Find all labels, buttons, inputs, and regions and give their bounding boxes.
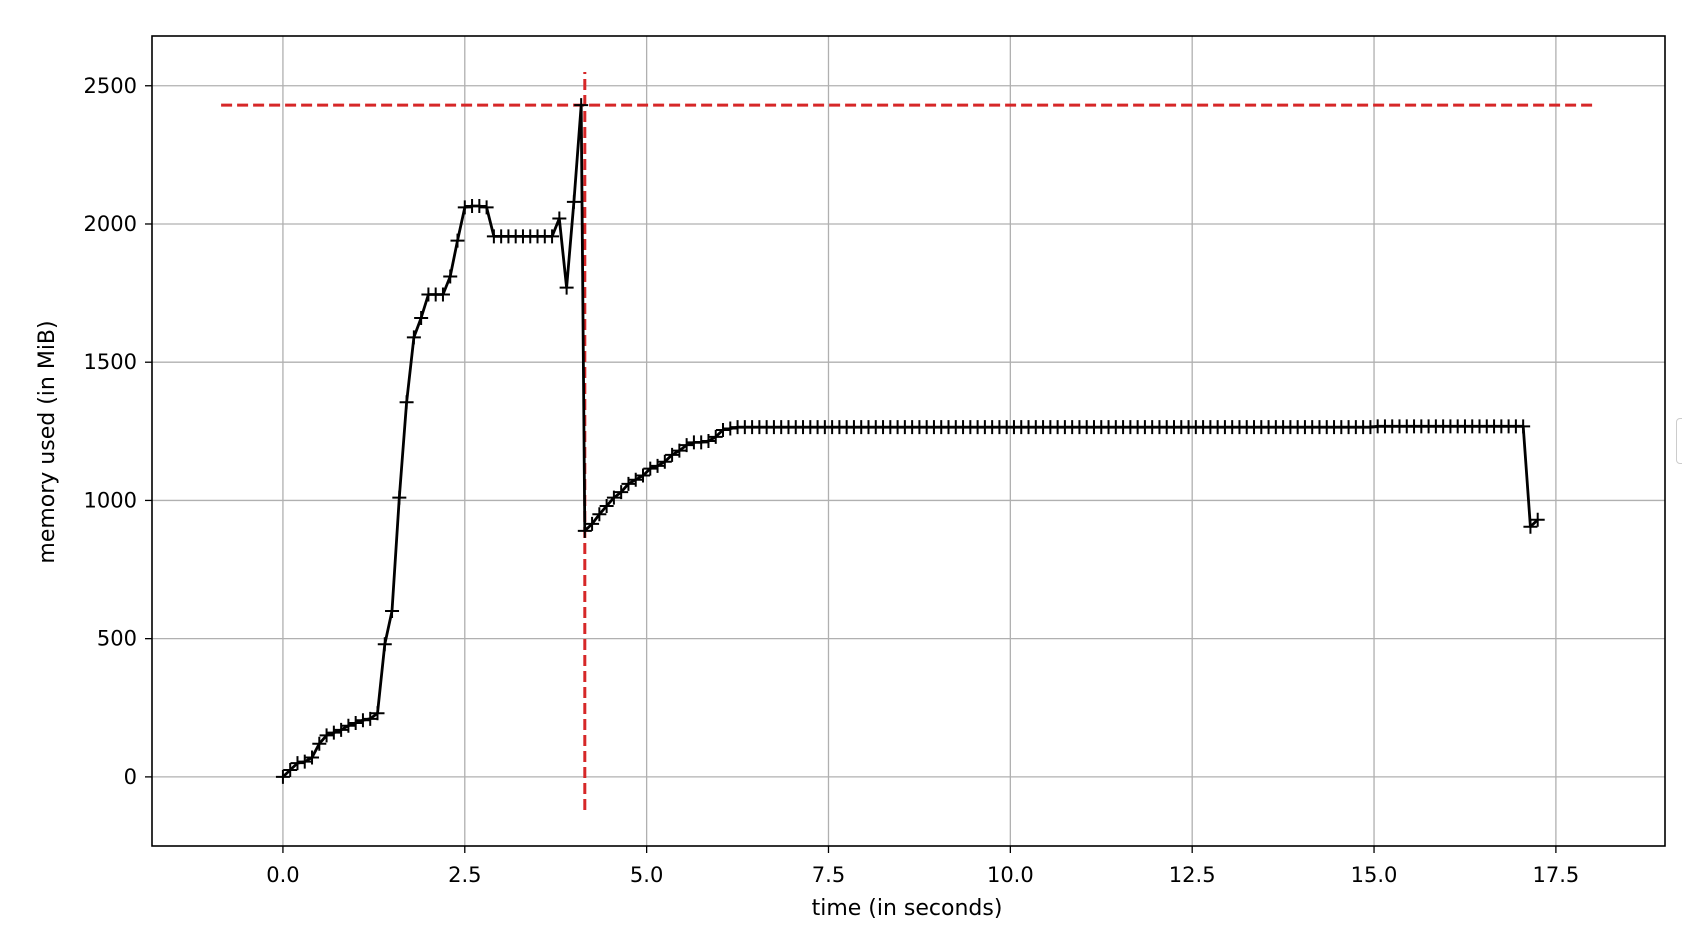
data-point-marker [552, 211, 567, 226]
y-axis-ticks: 0 500 1000 1500 2000 2500 [84, 74, 152, 789]
data-point-marker [723, 421, 738, 436]
data-point-marker [599, 498, 614, 513]
data-point-marker [574, 98, 589, 113]
data-point-marker [559, 280, 574, 295]
y-tick-label: 500 [97, 627, 137, 651]
y-axis-label: memory used (in MiB) [35, 320, 60, 563]
data-point-marker [363, 711, 378, 726]
data-point-marker [585, 516, 600, 531]
y-tick-label: 1000 [84, 488, 137, 512]
data-point-marker [606, 490, 621, 505]
data-point-marker [457, 200, 472, 215]
data-point-marker [479, 200, 494, 215]
data-point-marker [377, 637, 392, 652]
data-point-marker [326, 725, 341, 740]
x-tick-label: 7.5 [812, 863, 845, 887]
data-point-marker [621, 476, 636, 491]
data-point-marker [443, 269, 458, 284]
data-point-marker [472, 199, 487, 214]
data-point-marker [1523, 519, 1538, 534]
y-tick-label: 1500 [84, 350, 137, 374]
data-point-marker [275, 769, 290, 784]
data-point-marker [414, 310, 429, 325]
data-point-marker [577, 523, 592, 538]
data-point-marker [694, 435, 709, 450]
legend-edge [1676, 418, 1682, 464]
data-point-marker [305, 750, 320, 765]
data-point-marker [348, 715, 363, 730]
data-point-marker [628, 472, 643, 487]
data-point-marker [665, 447, 680, 462]
data-point-marker [716, 422, 731, 437]
x-tick-label: 5.0 [630, 863, 663, 887]
y-tick-label: 2500 [84, 74, 137, 98]
data-point-marker [297, 754, 312, 769]
data-point-marker [545, 229, 560, 244]
data-point-marker [399, 395, 414, 410]
data-point-marker [319, 728, 334, 743]
data-point-marker [392, 490, 407, 505]
data-point-marker [370, 706, 385, 721]
data-point-marker [679, 438, 694, 453]
memory-series [275, 98, 1545, 784]
data-point-marker [672, 443, 687, 458]
data-point-marker [650, 458, 665, 473]
data-point-marker [283, 762, 298, 777]
data-point-marker [643, 461, 658, 476]
data-point-marker [614, 485, 629, 500]
data-point-marker [334, 722, 349, 737]
data-point-marker [1516, 419, 1531, 434]
data-point-marker [701, 434, 716, 448]
data-point-marker [312, 736, 327, 751]
y-tick-label: 0 [124, 765, 137, 789]
grid [152, 36, 1665, 846]
x-axis-ticks: 0.0 2.5 5.0 7.5 10.0 12.5 15.0 17.5 [266, 846, 1579, 887]
data-point-marker [435, 287, 450, 302]
x-tick-label: 17.5 [1533, 863, 1580, 887]
data-point-marker [1530, 512, 1545, 527]
data-point-marker [450, 233, 465, 248]
x-tick-label: 10.0 [987, 863, 1034, 887]
data-point-marker [355, 713, 370, 728]
x-axis-label: time (in seconds) [812, 896, 1003, 921]
x-tick-label: 15.0 [1351, 863, 1398, 887]
data-point-marker [385, 604, 400, 619]
plot-frame [151, 35, 1666, 847]
data-point-marker [566, 194, 581, 209]
data-point-marker [341, 718, 356, 733]
x-tick-label: 12.5 [1169, 863, 1216, 887]
data-point-marker [290, 756, 305, 771]
data-point-marker [657, 454, 672, 469]
y-tick-label: 2000 [84, 212, 137, 236]
x-tick-label: 0.0 [266, 863, 299, 887]
data-point-marker [592, 507, 607, 522]
data-point-marker [635, 468, 650, 483]
x-tick-label: 2.5 [448, 863, 481, 887]
data-point-marker [406, 330, 421, 345]
data-point-marker [708, 429, 723, 444]
